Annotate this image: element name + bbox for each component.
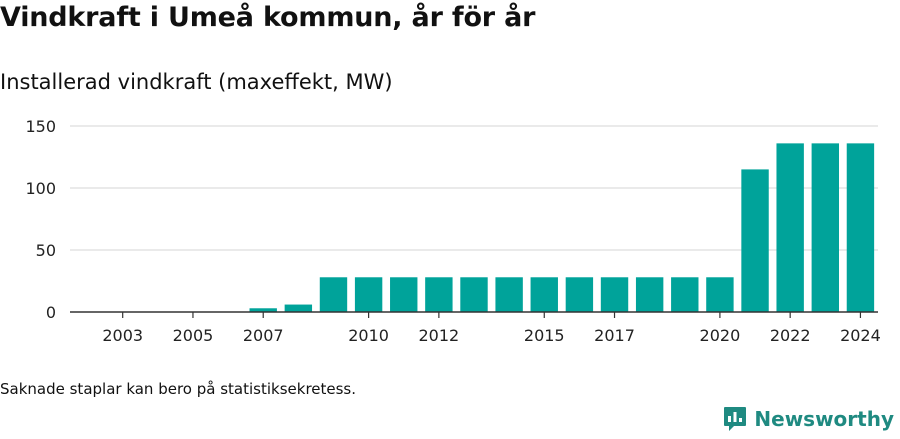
bar-2007 <box>249 308 277 312</box>
bars <box>249 143 875 312</box>
bar-chart: 0 50 100 150 2003 2005 2007 2010 2012 2015 2017 202… <box>25 117 880 345</box>
y-tick-label: 150 <box>25 117 56 136</box>
bar-2011 <box>390 277 418 312</box>
bar-2013 <box>460 277 488 312</box>
x-tick-label: 2003 <box>102 326 143 345</box>
y-tick-label: 0 <box>46 303 56 322</box>
x-tick-label: 2020 <box>700 326 741 345</box>
bar-2016 <box>565 277 594 312</box>
x-tick-label: 2007 <box>243 326 284 345</box>
x-tick-label: 2017 <box>594 326 635 345</box>
bar-2008 <box>284 304 313 312</box>
bar-2014 <box>495 277 523 312</box>
footnote: Saknade staplar kan bero på statistiksek… <box>0 380 357 398</box>
bar-2017 <box>600 277 629 312</box>
bar-2020 <box>706 277 734 312</box>
bar-2015 <box>530 277 558 312</box>
bar-2021 <box>741 169 769 312</box>
x-tick-label: 2012 <box>419 326 460 345</box>
y-tick-label: 100 <box>25 179 56 198</box>
bar-2018 <box>635 277 664 312</box>
x-tick-label: 2024 <box>840 326 881 345</box>
x-tick-label: 2010 <box>348 326 389 345</box>
bar-2009 <box>319 277 348 312</box>
chart-title: Vindkraft i Umeå kommun, år för år <box>0 2 536 33</box>
brand-name: Newsworthy <box>754 407 894 431</box>
bar-2023 <box>811 143 840 312</box>
brand[interactable]: Newsworthy <box>723 406 894 432</box>
x-tick-label: 2015 <box>524 326 565 345</box>
x-tick-label: 2022 <box>770 326 811 345</box>
bar-2019 <box>671 277 699 312</box>
bar-2010 <box>354 277 383 312</box>
bar-2024 <box>846 143 875 312</box>
bar-2012 <box>425 277 453 312</box>
y-tick-label: 50 <box>36 241 56 260</box>
bar-2022 <box>776 143 804 312</box>
chart-subtitle: Installerad vindkraft (maxeffekt, MW) <box>0 70 393 94</box>
x-tick-label: 2005 <box>173 326 214 345</box>
newsworthy-logo-icon <box>724 407 747 431</box>
axes: 0 50 100 150 2003 2005 2007 2010 2012 2015 2017 202… <box>25 117 880 345</box>
